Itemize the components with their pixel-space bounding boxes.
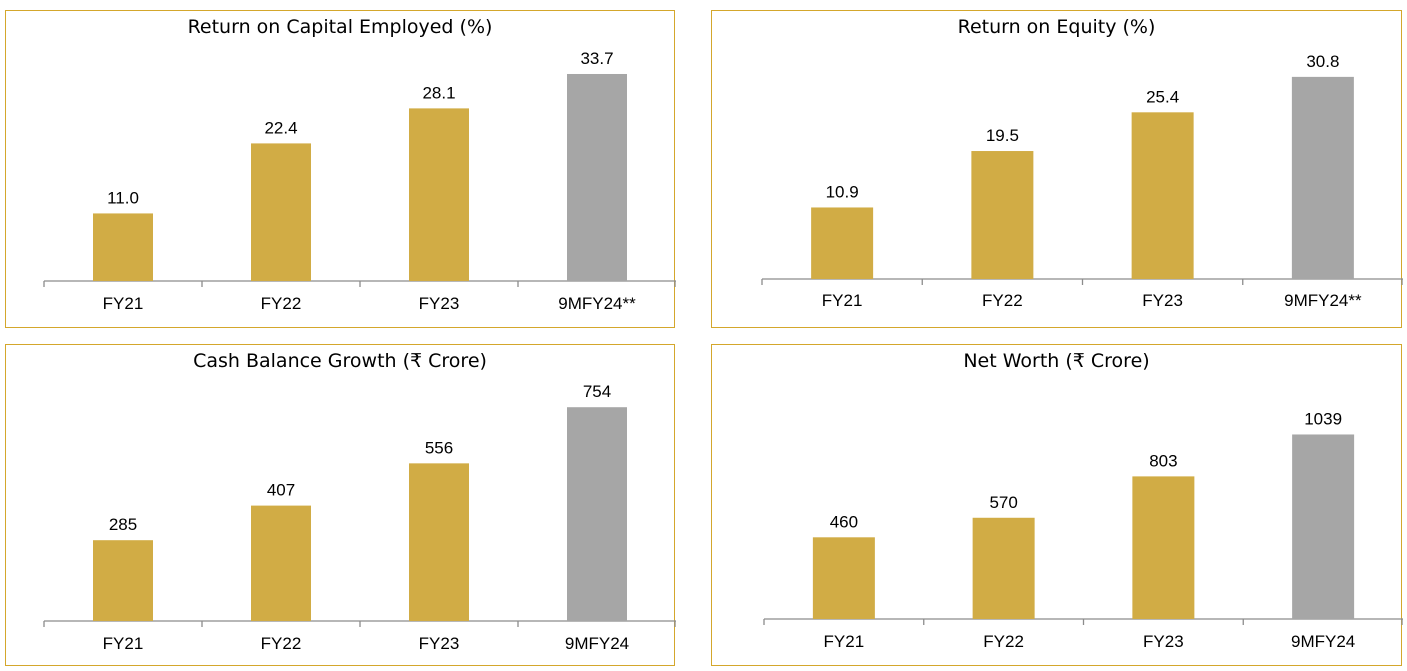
data-label: 754: [583, 382, 611, 401]
roce-chart-panel: Return on Capital Employed (%) 11.0 FY21 2…: [5, 10, 676, 328]
x-tick-label: 9MFY24**: [1284, 291, 1362, 310]
bar-fy22: [971, 151, 1034, 279]
bar-fy23: [409, 108, 469, 281]
bar-fy23: [1131, 112, 1194, 279]
x-tick-label: FY23: [419, 294, 460, 313]
roe-chart: 10.9 FY21 19.5 FY22 25.4 FY23 30.8 9MFY24**: [761, 52, 1403, 310]
x-tick-label: FY22: [982, 291, 1023, 310]
bar-fy22: [251, 505, 311, 621]
x-tick-label: 9MFY24: [565, 634, 629, 653]
x-tick-label: FY22: [261, 294, 302, 313]
data-label: 460: [830, 512, 858, 531]
bar-9mfy24: [567, 73, 627, 281]
cash-balance-chart: 285 FY21 407 FY22 556 FY23 754 9MFY24: [43, 382, 676, 653]
chart-title: Return on Capital Employed (%): [187, 16, 493, 38]
chart-title: Return on Equity (%): [957, 16, 1156, 38]
x-tick-label: FY22: [983, 632, 1024, 651]
data-label: 407: [267, 481, 295, 500]
bar-fy21: [812, 537, 875, 619]
data-label: 10.9: [826, 182, 859, 201]
data-label: 556: [425, 438, 453, 457]
bar-fy23: [409, 463, 469, 621]
x-tick-label: FY23: [1143, 632, 1184, 651]
x-tick-label: FY21: [103, 634, 144, 653]
x-tick-label: FY21: [103, 294, 144, 313]
data-label: 1039: [1304, 409, 1342, 428]
bar-fy22: [972, 517, 1035, 619]
net-worth-chart: 460 FY21 570 FY22 803 FY23 1039 9MFY24: [763, 409, 1403, 651]
x-tick-label: FY23: [1142, 291, 1183, 310]
bar-fy23: [1132, 476, 1195, 619]
data-label: 25.4: [1146, 87, 1179, 106]
x-tick-label: FY21: [822, 291, 863, 310]
data-label: 803: [1149, 451, 1177, 470]
x-tick-label: 9MFY24: [1291, 632, 1355, 651]
bar-fy21: [93, 213, 153, 281]
x-tick-label: FY22: [261, 634, 302, 653]
chart-title: Cash Balance Growth (₹ Crore): [193, 350, 487, 372]
roe-chart-panel: Return on Equity (%) 10.9 FY21 19.5 FY22 25.…: [711, 10, 1403, 328]
chart-title: Net Worth (₹ Crore): [963, 350, 1150, 372]
bar-9mfy24: [567, 407, 627, 621]
data-label: 19.5: [986, 126, 1019, 145]
data-label: 22.4: [264, 118, 297, 137]
bar-fy21: [93, 540, 153, 621]
x-tick-label: 9MFY24**: [558, 294, 636, 313]
bar-fy21: [811, 207, 874, 279]
bar-9mfy24: [1291, 76, 1354, 279]
data-label: 30.8: [1306, 52, 1339, 71]
bar-fy22: [251, 143, 311, 281]
data-label: 28.1: [422, 83, 455, 102]
cash-balance-chart-panel: Cash Balance Growth (₹ Crore) 285 FY21 407…: [5, 344, 676, 666]
data-label: 33.7: [580, 49, 613, 68]
data-label: 570: [989, 493, 1017, 512]
bar-9mfy24: [1292, 434, 1355, 619]
roce-chart: 11.0 FY21 22.4 FY22 28.1 FY23 33.7 9MFY24**: [43, 49, 676, 313]
x-tick-label: FY21: [824, 632, 865, 651]
net-worth-chart-panel: Net Worth (₹ Crore) 460 FY21 570 FY22 803 FY2…: [711, 344, 1403, 666]
data-label: 285: [109, 515, 137, 534]
x-tick-label: FY23: [419, 634, 460, 653]
data-label: 11.0: [107, 188, 139, 207]
